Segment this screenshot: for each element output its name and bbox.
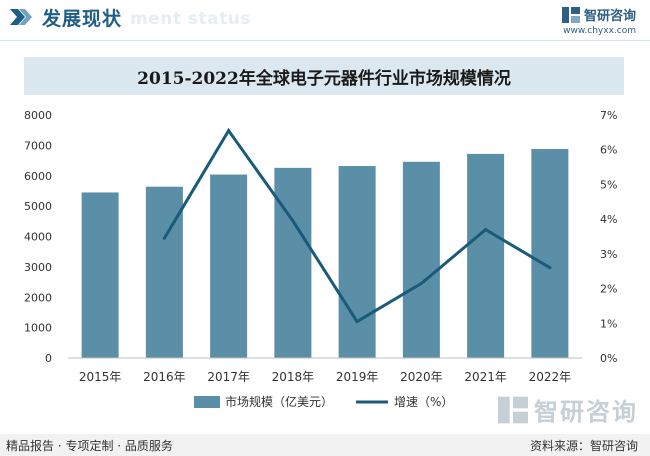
- bar-2019年: [338, 166, 376, 358]
- legend-bar-swatch: [194, 396, 220, 408]
- footer-source: 资料来源：智研咨询: [529, 439, 638, 453]
- brand-url: www.chyxx.com: [563, 26, 636, 36]
- x-tick-label: 2017年: [207, 370, 250, 384]
- bar-2016年: [145, 186, 183, 358]
- footer-tagline: 精品报告 · 专项定制 · 品质服务: [6, 439, 173, 453]
- brand-name: 智研咨询: [583, 9, 636, 24]
- growth-point-2016年: [162, 236, 166, 240]
- growth-point-2019年: [355, 320, 359, 324]
- x-tick-label: 2021年: [464, 370, 507, 384]
- y-right-tick-label: 3%: [600, 248, 617, 261]
- y-left-tick-label: 2000: [24, 291, 52, 304]
- x-tick-label: 2019年: [336, 370, 379, 384]
- x-tick-label: 2018年: [272, 370, 315, 384]
- y-left-tick-label: 6000: [24, 170, 52, 183]
- y-left-tick-label: 1000: [24, 322, 52, 335]
- y-left-tick-label: 7000: [24, 139, 52, 152]
- legend-bar-label: 市场规模（亿美元）: [225, 394, 333, 409]
- x-tick-label: 2020年: [400, 370, 443, 384]
- y-right-tick-label: 2%: [600, 283, 617, 296]
- growth-point-2018年: [291, 219, 295, 223]
- bar-2015年: [81, 192, 119, 358]
- bar-2021年: [467, 153, 505, 358]
- y-left-tick-label: 3000: [24, 261, 52, 274]
- x-tick-label: 2022年: [529, 370, 572, 384]
- chart-title: 2015-2022年全球电子元器件行业市场规模情况: [137, 68, 511, 89]
- header-subtitle: ment status: [130, 9, 251, 29]
- header-title: 发展现状: [42, 8, 123, 30]
- double-chevron-icon: [10, 9, 32, 25]
- y-left-tick-label: 5000: [24, 200, 52, 213]
- watermark-text: 智研咨询: [534, 398, 638, 426]
- legend-line-label: 增速（%）: [394, 395, 453, 409]
- bar-2022年: [531, 149, 569, 358]
- chart-title-box: 2015-2022年全球电子元器件行业市场规模情况: [24, 57, 624, 95]
- header: ment status 发展现状 智研咨询 www.chyxx.com: [0, 0, 650, 40]
- x-tick-label: 2016年: [143, 370, 186, 384]
- bar-2020年: [402, 161, 440, 358]
- brand-logo-icon: [561, 6, 580, 23]
- growth-point-2020年: [419, 281, 423, 285]
- y-right-tick-label: 0%: [600, 352, 617, 365]
- growth-point-2017年: [227, 129, 231, 133]
- y-right-tick-label: 7%: [600, 109, 617, 122]
- y-right-tick-label: 1%: [600, 317, 617, 330]
- header-divider: [0, 40, 650, 41]
- bar-2018年: [274, 167, 312, 358]
- brand: 智研咨询 www.chyxx.com: [561, 5, 636, 36]
- bar-2017年: [210, 174, 248, 358]
- footer: 精品报告 · 专项定制 · 品质服务 资料来源：智研咨询: [0, 434, 650, 456]
- y-right-tick-label: 6%: [600, 144, 617, 157]
- y-left-tick-label: 4000: [24, 231, 52, 244]
- y-right-tick-label: 5%: [600, 178, 617, 191]
- growth-point-2022年: [548, 266, 552, 270]
- y-left-tick-label: 8000: [24, 109, 52, 122]
- watermark: 智研咨询: [498, 392, 638, 427]
- y-left-tick-label: 0: [45, 352, 52, 365]
- x-tick-label: 2015年: [79, 370, 122, 384]
- growth-point-2021年: [484, 228, 488, 232]
- chart: 0 1000 2000 3000 4000 5000 6000 7000 8000 0% 1% 2% 3…: [24, 109, 617, 409]
- y-right-tick-label: 4%: [600, 213, 617, 226]
- watermark-logo-icon: [498, 396, 528, 423]
